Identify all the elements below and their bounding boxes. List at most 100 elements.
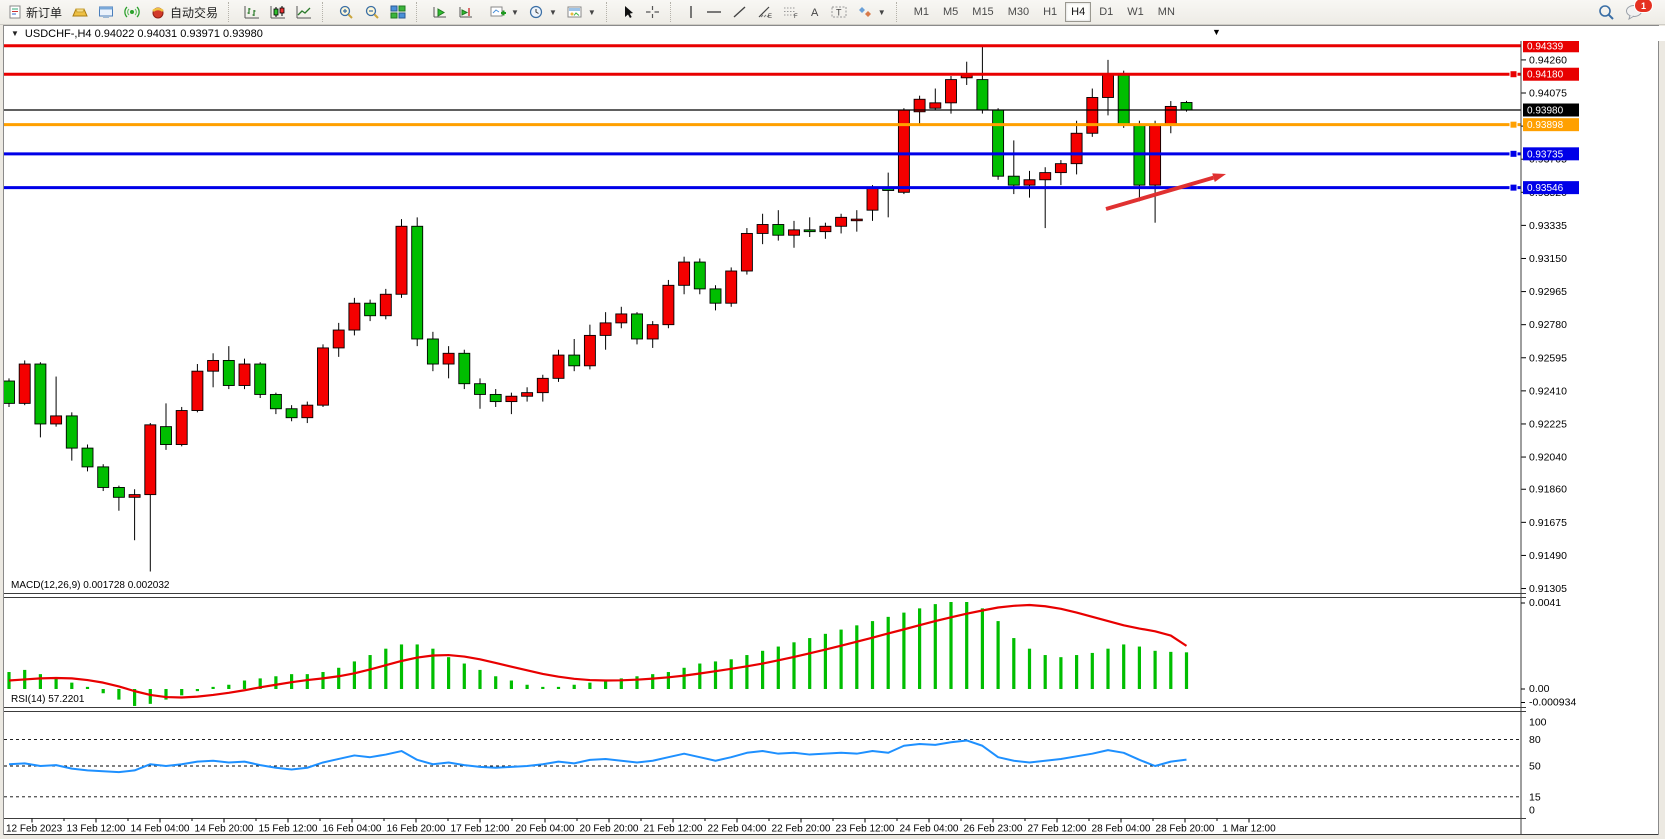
timeframe-d1-button[interactable]: D1 <box>1099 6 1114 18</box>
tile-windows-button[interactable] <box>385 1 411 23</box>
svg-text:0.94339: 0.94339 <box>1527 41 1564 52</box>
svg-text:0.92595: 0.92595 <box>1529 352 1567 364</box>
timeframe-h4-button[interactable]: H4 <box>1065 2 1092 22</box>
timeframe-w1-button[interactable]: W1 <box>1127 6 1144 18</box>
bar-chart-icon <box>244 5 260 19</box>
arrows-tool-button[interactable]: ▼ <box>852 1 891 23</box>
chart-title: USDCHF-,H4 0.94022 0.94031 0.93971 0.939… <box>24 27 263 40</box>
timeframe-mn-button[interactable]: MN <box>1157 6 1175 18</box>
chart-shift-marker-icon[interactable]: ▼ <box>1212 27 1221 37</box>
signals-button[interactable] <box>119 1 145 23</box>
candlestick-mode-button[interactable] <box>265 1 291 23</box>
svg-text:0.93898: 0.93898 <box>1527 120 1564 131</box>
notifications-button[interactable]: 1 <box>1620 0 1653 23</box>
equidistant-channel-icon: E <box>757 5 773 19</box>
svg-text:16 Feb 20:00: 16 Feb 20:00 <box>387 824 446 835</box>
toolbar-separator <box>228 2 234 22</box>
timeframe-m30-button[interactable]: M30 <box>1007 6 1030 18</box>
svg-text:T: T <box>836 8 842 18</box>
svg-text:0.94180: 0.94180 <box>1527 70 1564 81</box>
svg-text:100: 100 <box>1529 717 1547 729</box>
horizontal-line-icon <box>706 5 722 19</box>
dropdown-caret-icon: ▼ <box>548 7 557 17</box>
svg-text:0.93150: 0.93150 <box>1529 253 1567 265</box>
horizontal-line-tool-button[interactable] <box>701 1 727 23</box>
tile-windows-icon <box>390 5 406 19</box>
window-menu-icon[interactable]: ▼ <box>11 29 19 38</box>
svg-text:0: 0 <box>1529 805 1535 817</box>
periods-button[interactable]: ▼ <box>524 1 562 23</box>
auto-scroll-button[interactable] <box>427 1 453 23</box>
auto-scroll-icon <box>432 5 448 19</box>
svg-text:0.91490: 0.91490 <box>1529 550 1567 562</box>
vertical-line-tool-button[interactable] <box>681 1 701 23</box>
timeframe-m1-button[interactable]: M1 <box>913 6 929 18</box>
chart-titlebar: ▼ USDCHF-,H4 0.94022 0.94031 0.93971 0.9… <box>4 26 1665 41</box>
new-order-button[interactable]: 新订单 <box>3 1 67 23</box>
zoom-out-icon <box>364 5 380 20</box>
crosshair-tool-button[interactable] <box>640 1 665 23</box>
bar-chart-mode-button[interactable] <box>239 1 265 23</box>
line-chart-mode-button[interactable] <box>291 1 317 23</box>
svg-text:0.92040: 0.92040 <box>1529 452 1567 464</box>
svg-text:22 Feb 20:00: 22 Feb 20:00 <box>772 824 831 835</box>
equidistant-channel-tool-button[interactable]: E <box>752 1 778 23</box>
svg-text:20 Feb 04:00: 20 Feb 04:00 <box>516 824 575 835</box>
svg-text:23 Feb 12:00: 23 Feb 12:00 <box>836 824 895 835</box>
svg-text:0.93735: 0.93735 <box>1527 149 1564 160</box>
svg-text:26 Feb 23:00: 26 Feb 23:00 <box>964 824 1023 835</box>
toolbar-separator <box>416 2 422 22</box>
svg-text:28 Feb 04:00: 28 Feb 04:00 <box>1092 824 1151 835</box>
svg-text:27 Feb 12:00: 27 Feb 12:00 <box>1028 824 1087 835</box>
chart-window[interactable]: ▼ USDCHF-,H4 0.94022 0.94031 0.93971 0.9… <box>3 25 1665 835</box>
svg-text:21 Feb 12:00: 21 Feb 12:00 <box>644 824 703 835</box>
svg-text:0.93335: 0.93335 <box>1529 220 1567 232</box>
svg-text:20 Feb 20:00: 20 Feb 20:00 <box>580 824 639 835</box>
auto-trading-icon <box>150 5 166 19</box>
svg-text:0.92780: 0.92780 <box>1529 319 1567 331</box>
template-icon <box>567 5 583 19</box>
timeframe-group: M1 M5 M15 M30 H1 H4 D1 W1 MN <box>904 0 1185 24</box>
chart-shift-button[interactable] <box>453 1 479 23</box>
svg-text:28 Feb 20:00: 28 Feb 20:00 <box>1156 824 1215 835</box>
svg-text:0.92410: 0.92410 <box>1529 385 1567 397</box>
text-tool-button[interactable]: A <box>804 1 826 23</box>
svg-text:A: A <box>811 7 819 19</box>
radar-signal-icon <box>124 5 140 19</box>
new-chart-button[interactable]: ▼ <box>485 1 524 23</box>
zoom-in-button[interactable] <box>333 1 359 23</box>
svg-text:0.93980: 0.93980 <box>1527 106 1564 117</box>
market-watch-button[interactable] <box>67 1 93 23</box>
arrows-shapes-icon <box>857 5 873 19</box>
terminal-window-button[interactable] <box>93 1 119 23</box>
svg-text:15 Feb 12:00: 15 Feb 12:00 <box>259 824 318 835</box>
main-toolbar: 新订单 自动交易 <box>0 0 1665 25</box>
chart-canvas[interactable]: 0.942600.940750.938900.937050.935200.933… <box>4 41 1658 835</box>
timeframe-h1-button[interactable]: H1 <box>1043 6 1058 18</box>
svg-text:0.94260: 0.94260 <box>1529 54 1567 66</box>
crosshair-icon <box>645 5 660 19</box>
zoom-out-button[interactable] <box>359 1 385 23</box>
search-button[interactable] <box>1593 1 1620 23</box>
cursor-icon <box>622 5 635 19</box>
trendline-tool-button[interactable] <box>727 1 752 23</box>
svg-text:15: 15 <box>1529 791 1541 803</box>
gold-ingot-icon <box>72 5 88 19</box>
timeframe-m5-button[interactable]: M5 <box>943 6 959 18</box>
macd-indicator-label: MACD(12,26,9) 0.001728 0.002032 <box>11 580 170 591</box>
text-a-icon: A <box>809 5 821 19</box>
cursor-tool-button[interactable] <box>617 1 640 23</box>
svg-text:0.91675: 0.91675 <box>1529 517 1567 529</box>
templates-button[interactable]: ▼ <box>562 1 601 23</box>
line-chart-icon <box>296 5 312 19</box>
toolbar-separator <box>895 2 902 22</box>
svg-text:0.93546: 0.93546 <box>1527 183 1564 194</box>
fibonacci-tool-button[interactable]: F <box>778 1 804 23</box>
svg-text:22 Feb 04:00: 22 Feb 04:00 <box>708 824 767 835</box>
fibonacci-icon: F <box>783 5 799 19</box>
text-label-tool-button[interactable]: T <box>826 1 852 23</box>
svg-text:1 Mar 12:00: 1 Mar 12:00 <box>1222 824 1276 835</box>
svg-text:E: E <box>768 14 772 19</box>
timeframe-m15-button[interactable]: M15 <box>972 6 994 18</box>
auto-trading-button[interactable]: 自动交易 <box>145 1 223 23</box>
